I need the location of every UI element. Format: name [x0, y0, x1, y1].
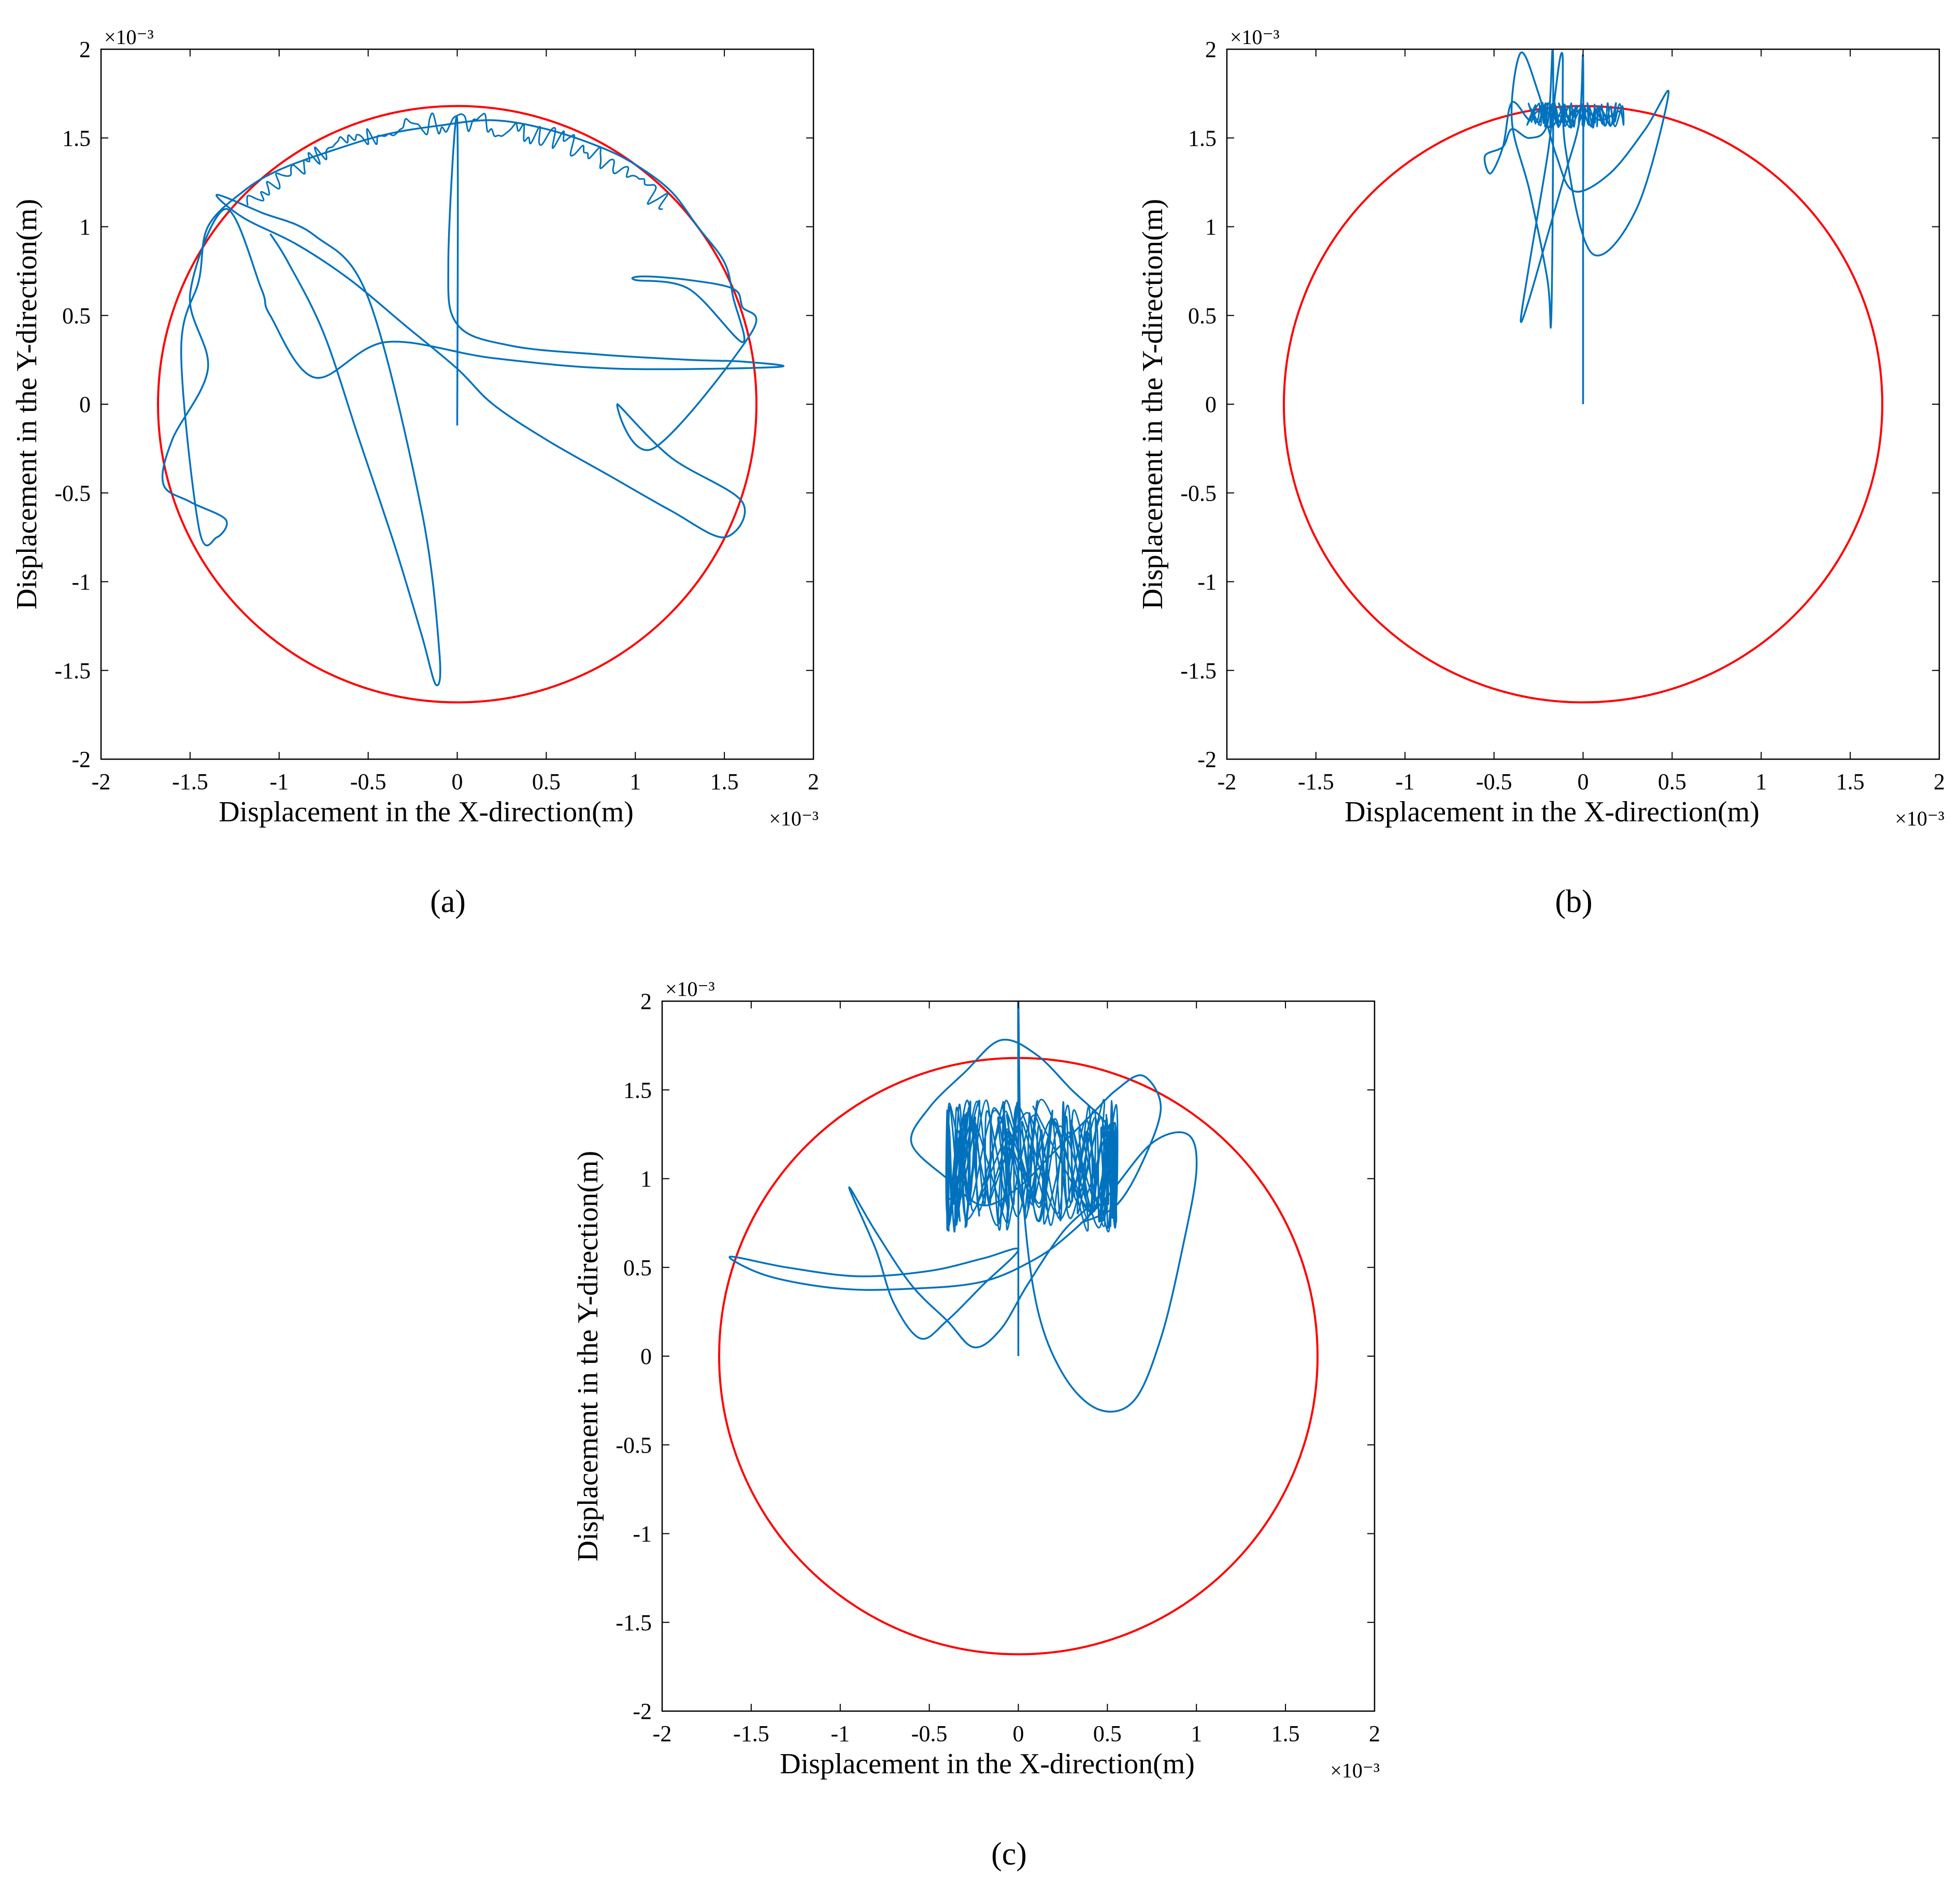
x-tick-label: 1	[1191, 1721, 1202, 1746]
y-tick-label: 2	[1205, 37, 1217, 62]
trajectory-top-band	[1526, 102, 1625, 129]
x-axis-label: Displacement in the X-direction(m)	[1344, 796, 1759, 828]
y-tick-label: -2	[633, 1699, 652, 1724]
x-tick-label: -1	[1395, 769, 1414, 794]
y-tick-label: 1.5	[62, 125, 91, 151]
panel-label: (b)	[1555, 884, 1592, 919]
x-tick-label: 0.5	[1093, 1721, 1122, 1746]
x-tick-label: 0	[1578, 769, 1589, 794]
y-axis-label: Displacement in the Y-direction(m)	[572, 1151, 604, 1562]
y-tick-label: 0.5	[62, 303, 91, 329]
x-tick-label: -2	[1218, 769, 1237, 794]
y-tick-label: 1.5	[1188, 125, 1217, 151]
y-tick-label: 1	[79, 215, 91, 240]
x-tick-label: 2	[1369, 1721, 1380, 1746]
x-tick-label: -1.5	[172, 769, 208, 794]
trajectory-line	[728, 1001, 1198, 1413]
y-tick-label: -2	[71, 747, 91, 772]
y-tick-label: -1	[1197, 570, 1217, 595]
panel-label: (c)	[991, 1837, 1027, 1872]
x-tick-label: 1	[630, 769, 641, 794]
x-tick-label: -2	[92, 769, 111, 794]
x-tick-label: -0.5	[1476, 769, 1512, 794]
x-tick-label: -1	[269, 769, 289, 794]
x-tick-label: -0.5	[350, 769, 387, 794]
x-tick-label: 1.5	[1836, 769, 1865, 794]
y-tick-label: -0.5	[54, 480, 91, 506]
trajectory-line	[1483, 49, 1670, 404]
x-tick-label: 1	[1755, 769, 1767, 794]
y-axis-label: Displacement in the Y-direction(m)	[1137, 199, 1169, 610]
x-tick-label: 2	[808, 769, 819, 794]
x-tick-label: -1	[831, 1721, 850, 1746]
panel-label: (a)	[430, 884, 466, 919]
y-tick-label: -1.5	[54, 658, 91, 684]
x-tick-label: 0.5	[532, 769, 561, 794]
chart-panel-a: -2 -1.5 -1 -0.5 0 0.5 1 1.5 2 -2 -1.5 -1 -0.5 0 0.5 1 1.…	[11, 25, 819, 919]
x-tick-label: -1.5	[1298, 769, 1334, 794]
x-tick-label: 0	[1013, 1721, 1024, 1746]
y-tick-label: 0	[1205, 392, 1217, 417]
y-tick-label: 0	[79, 392, 91, 417]
x-tick-label: 1.5	[1271, 1721, 1300, 1746]
y-tick-label: 1.5	[623, 1077, 652, 1103]
x-tick-label: 0.5	[1658, 769, 1686, 794]
x-exponent-label: ×10⁻³	[769, 807, 819, 830]
y-tick-label: -2	[1197, 747, 1217, 772]
y-tick-label: 0.5	[1188, 303, 1217, 329]
y-tick-label: -1.5	[1180, 658, 1217, 684]
x-tick-label: -1.5	[733, 1721, 769, 1746]
chart-panel-c: -2 -1.5 -1 -0.5 0 0.5 1 1.5 2 -2 -1.5 -1 -0.5 0 0.5 1 1.…	[572, 977, 1380, 1872]
clearance-circle	[157, 105, 757, 704]
chart-panel-b: -2 -1.5 -1 -0.5 0 0.5 1 1.5 2 -2 -1.5 -1 -0.5 0 0.5 1 1.…	[1137, 25, 1945, 919]
x-axis-label: Displacement in the X-direction(m)	[219, 796, 634, 828]
y-tick-label: 1	[640, 1166, 652, 1192]
x-tick-label: 2	[1934, 769, 1945, 794]
trajectory-oscillation-bundle	[945, 1099, 1119, 1233]
y-tick-label: -1	[71, 570, 91, 595]
y-tick-label: -0.5	[616, 1432, 652, 1458]
y-tick-label: 0.5	[623, 1255, 652, 1280]
y-exponent-label: ×10⁻³	[665, 977, 715, 1001]
y-exponent-label: ×10⁻³	[1230, 25, 1280, 49]
x-exponent-label: ×10⁻³	[1330, 1759, 1380, 1782]
y-tick-label: 1	[1205, 215, 1217, 240]
y-tick-label: 2	[640, 989, 652, 1014]
trajectory-arc-band	[246, 112, 669, 210]
y-exponent-label: ×10⁻³	[104, 25, 154, 49]
x-tick-label: -2	[653, 1721, 672, 1746]
y-tick-label: 2	[79, 37, 91, 62]
x-tick-label: -0.5	[911, 1721, 948, 1746]
x-exponent-label: ×10⁻³	[1895, 807, 1944, 830]
y-tick-label: -0.5	[1180, 480, 1217, 506]
x-tick-label: 0	[452, 769, 463, 794]
trajectory-line	[161, 116, 784, 687]
y-tick-label: 0	[640, 1344, 652, 1369]
x-axis-label: Displacement in the X-direction(m)	[780, 1748, 1195, 1780]
y-tick-label: -1	[633, 1521, 652, 1547]
x-tick-label: 1.5	[710, 769, 739, 794]
y-tick-label: -1.5	[616, 1610, 652, 1635]
y-axis-label: Displacement in the Y-direction(m)	[11, 199, 43, 610]
